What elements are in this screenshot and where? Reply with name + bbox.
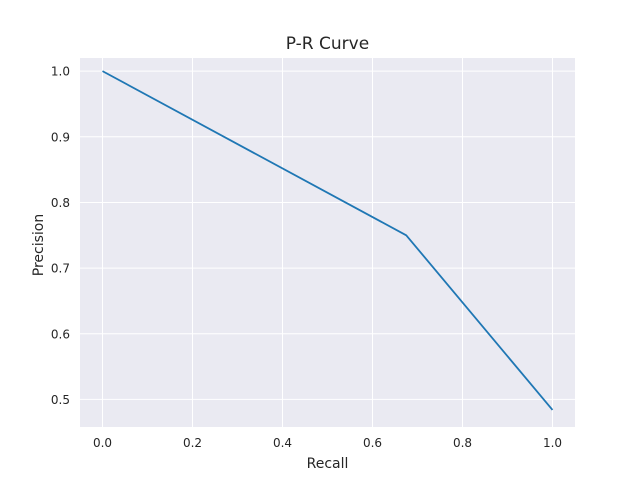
grid-lines bbox=[80, 58, 575, 427]
x-tick-label: 0.8 bbox=[453, 436, 472, 450]
x-tick-label: 0.6 bbox=[363, 436, 382, 450]
x-tick-label: 0.2 bbox=[183, 436, 202, 450]
y-axis-label: Precision bbox=[31, 214, 47, 276]
x-tick-labels: 0.0 0.2 0.4 0.6 0.8 1.0 bbox=[93, 436, 562, 450]
series-layer bbox=[102, 70, 554, 411]
plot-background bbox=[80, 58, 575, 427]
pr-curve-line bbox=[102, 70, 554, 411]
y-tick-label: 0.9 bbox=[51, 130, 70, 144]
x-axis-label: Recall bbox=[307, 456, 349, 472]
x-tick-label: 0.0 bbox=[93, 436, 112, 450]
y-tick-labels: 0.5 0.6 0.7 0.8 0.9 1.0 bbox=[51, 65, 70, 407]
y-tick-label: 0.6 bbox=[51, 327, 70, 341]
chart-title: P-R Curve bbox=[286, 34, 369, 54]
y-tick-label: 1.0 bbox=[51, 65, 70, 79]
x-tick-label: 1.0 bbox=[543, 436, 562, 450]
x-tick-label: 0.4 bbox=[273, 436, 292, 450]
y-tick-label: 0.5 bbox=[51, 393, 70, 407]
y-tick-label: 0.8 bbox=[51, 196, 70, 210]
y-tick-label: 0.7 bbox=[51, 262, 70, 276]
